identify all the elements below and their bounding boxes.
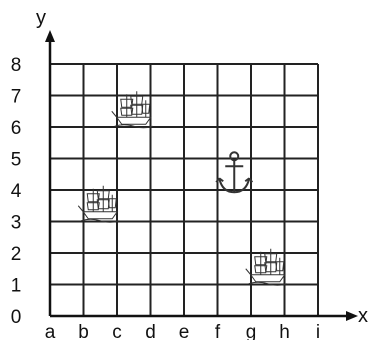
x-axis-label: h xyxy=(279,322,290,340)
x-axis-label: c xyxy=(112,322,122,340)
map-markers xyxy=(77,91,287,286)
grid-lines xyxy=(50,63,319,316)
ship-icon xyxy=(245,248,287,286)
ship-icon xyxy=(111,91,153,129)
x-axis-label: e xyxy=(179,322,190,340)
x-axis-label: d xyxy=(145,322,156,340)
y-axis-arrow-icon xyxy=(45,30,55,42)
y-axis-label: 3 xyxy=(11,213,22,234)
x-axis-name: x xyxy=(358,305,368,327)
y-axis-label: 1 xyxy=(11,276,22,297)
x-axis-label: f xyxy=(215,322,221,340)
y-axis-labels: 0 1 2 3 4 5 6 7 8 xyxy=(11,55,22,328)
x-axis-label: g xyxy=(246,322,257,340)
y-axis-name: y xyxy=(36,7,46,29)
y-axis-label: 4 xyxy=(11,181,22,202)
axes: y x xyxy=(36,7,368,327)
y-axis-label: 6 xyxy=(11,118,22,139)
y-axis-label: 5 xyxy=(11,150,22,171)
y-axis-label: 7 xyxy=(11,87,22,108)
ship-icon xyxy=(77,185,120,223)
x-axis-arrow-icon xyxy=(346,311,358,321)
x-axis-label: b xyxy=(78,322,89,340)
y-axis-label: 2 xyxy=(11,244,22,265)
x-axis-label: a xyxy=(45,322,56,340)
anchor-icon xyxy=(215,151,254,194)
x-axis-labels: a b c d e f g h i xyxy=(45,322,320,340)
x-axis-label: i xyxy=(316,322,320,340)
y-axis-label: 0 xyxy=(11,307,22,328)
y-axis-label: 8 xyxy=(11,55,22,76)
